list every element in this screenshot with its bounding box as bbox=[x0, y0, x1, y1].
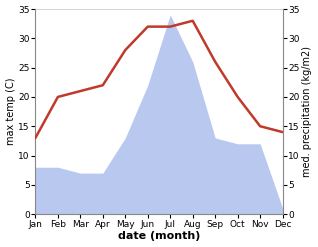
Y-axis label: max temp (C): max temp (C) bbox=[5, 78, 16, 145]
X-axis label: date (month): date (month) bbox=[118, 231, 200, 242]
Y-axis label: med. precipitation (kg/m2): med. precipitation (kg/m2) bbox=[302, 46, 313, 177]
